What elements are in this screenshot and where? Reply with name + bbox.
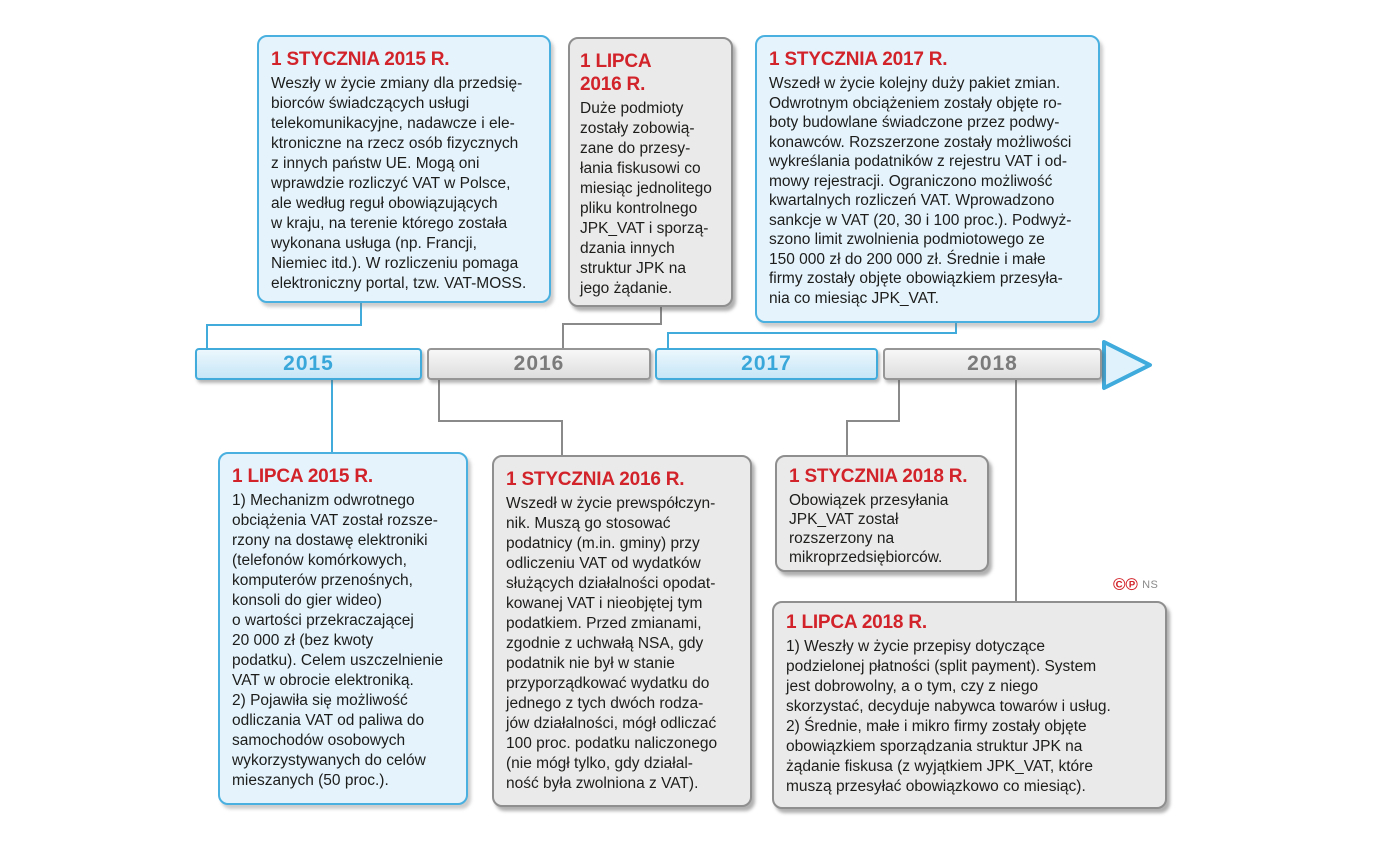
connector-line (360, 300, 362, 326)
credit-initials: NS (1142, 579, 1159, 591)
event-box-1-stycznia-2016: 1 STYCZNIA 2016 R. Wszedł w życie prewsp… (492, 455, 752, 807)
connector-line (206, 326, 208, 350)
timeline-segment-2017: 2017 (655, 348, 878, 380)
connector-line (667, 332, 957, 334)
timeline-segment-2016: 2016 (427, 348, 651, 380)
connector-line (206, 324, 362, 326)
connector-line (955, 318, 957, 334)
event-body-text: 1) Weszły w życie przepisy dotyczące pod… (786, 638, 1111, 795)
event-box-1-stycznia-2015: 1 STYCZNIA 2015 R. Weszły w życie zmiany… (257, 35, 551, 303)
event-date: 1 LIPCA 2015 R. (232, 466, 373, 487)
event-box-1-lipca-2016: 1 LIPCA 2016 R. Duże podmioty zostały zo… (568, 37, 733, 307)
connector-line (438, 420, 563, 422)
connector-line (898, 378, 900, 422)
event-date: 1 STYCZNIA 2016 R. (506, 469, 685, 490)
event-box-1-lipca-2015: 1 LIPCA 2015 R. 1) Mechanizm odwrotnego … (218, 452, 468, 805)
connector-line (846, 420, 900, 422)
event-body-text: Duże podmioty zostały zobowią- zane do p… (580, 100, 712, 297)
event-date: 1 LIPCA 2018 R. (786, 612, 927, 633)
event-date: 1 STYCZNIA 2015 R. (271, 49, 450, 70)
year-label: 2017 (741, 352, 792, 375)
event-date: 1 STYCZNIA 2017 R. (769, 49, 948, 70)
year-label: 2015 (283, 352, 334, 375)
event-body-text: Weszły w życie zmiany dla przedsię- bior… (271, 75, 527, 292)
event-body-text: Wszedł w życie prewspółczyn- nik. Muszą … (506, 495, 718, 792)
event-box-1-stycznia-2017: 1 STYCZNIA 2017 R. Wszedł w życie kolejn… (755, 35, 1100, 323)
connector-line (667, 334, 669, 350)
event-date: 1 STYCZNIA 2018 R. (789, 466, 968, 487)
event-date: 1 LIPCA 2016 R. (580, 51, 652, 95)
event-box-1-stycznia-2018: 1 STYCZNIA 2018 R. Obowiązek przesyłania… (775, 455, 989, 572)
year-label: 2018 (967, 352, 1018, 375)
timeline-segment-2015: 2015 (195, 348, 422, 380)
connector-line (561, 420, 563, 458)
phonogram-icon: ℗ (1125, 575, 1139, 594)
timeline-segment-2018: 2018 (883, 348, 1102, 380)
year-label: 2016 (513, 352, 565, 375)
connector-line (1015, 378, 1017, 604)
copyright-icon: © (1113, 575, 1126, 594)
event-body-text: 1) Mechanizm odwrotnego obciążenia VAT z… (232, 492, 444, 789)
connector-line (562, 325, 564, 350)
credit-mark: ©℗ NS (1113, 575, 1158, 595)
connector-line (846, 420, 848, 458)
event-body-text: Wszedł w życie kolejny duży pakiet zmian… (769, 75, 1072, 307)
connector-line (331, 378, 333, 456)
connector-line (438, 378, 440, 422)
timeline-arrow-icon (1102, 340, 1152, 390)
event-body-text: Obowiązek przesyłania JPK_VAT został roz… (789, 492, 949, 566)
connector-line (562, 323, 662, 325)
event-box-1-lipca-2018: 1 LIPCA 2018 R. 1) Weszły w życie przepi… (772, 601, 1167, 809)
connector-line (660, 303, 662, 325)
